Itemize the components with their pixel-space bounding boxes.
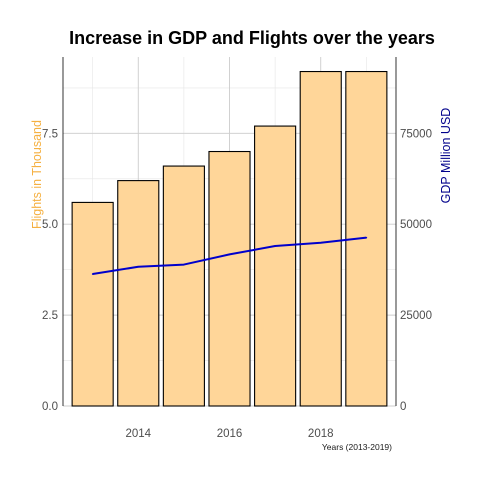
- gdp-point-2013: [91, 273, 94, 275]
- x-tick-label: 2016: [217, 428, 243, 440]
- bar-2019: [345, 70, 388, 407]
- bar-2018: [299, 70, 342, 407]
- line-layer: [91, 236, 368, 276]
- y-tick-label-right: 0: [400, 401, 406, 413]
- bar-2016: [208, 150, 251, 407]
- bar-2015: [162, 165, 205, 407]
- y-tick-label-right: 25000: [400, 310, 432, 322]
- x-axis-label: Years (2013-2019): [322, 442, 392, 452]
- gdp-point-2016: [228, 253, 231, 256]
- y-axis-label-right: GDP Million USD: [439, 108, 453, 204]
- y-tick-label-left: 5.0: [42, 219, 58, 231]
- x-tick-label: 2018: [308, 428, 334, 440]
- y-tick-label-right: 75000: [400, 128, 432, 140]
- bar-layer: [71, 70, 388, 407]
- axis-layer: 0.0 2.5 5.0 7.5 0 25000 50000 75000 2014 2016 2018: [42, 57, 432, 440]
- y-tick-label-right: 50000: [400, 219, 432, 231]
- gdp-point-2014: [137, 265, 140, 268]
- y-tick-label-left: 0.0: [42, 401, 58, 413]
- gdp-point-2017: [274, 245, 276, 247]
- bar-2014: [117, 180, 160, 407]
- gdp-point-2019: [365, 236, 368, 239]
- gdp-point-2018: [319, 241, 322, 244]
- y-tick-label-left: 2.5: [42, 310, 58, 322]
- chart-title: Increase in GDP and Flights over the yea…: [69, 28, 435, 48]
- bar-2013: [71, 201, 114, 407]
- bar-2017: [254, 125, 297, 407]
- gdp-point-2015: [183, 263, 185, 266]
- y-axis-label-left: Flights in Thousand: [30, 120, 44, 229]
- y-tick-label-left: 7.5: [42, 128, 58, 140]
- x-tick-label: 2014: [125, 428, 151, 440]
